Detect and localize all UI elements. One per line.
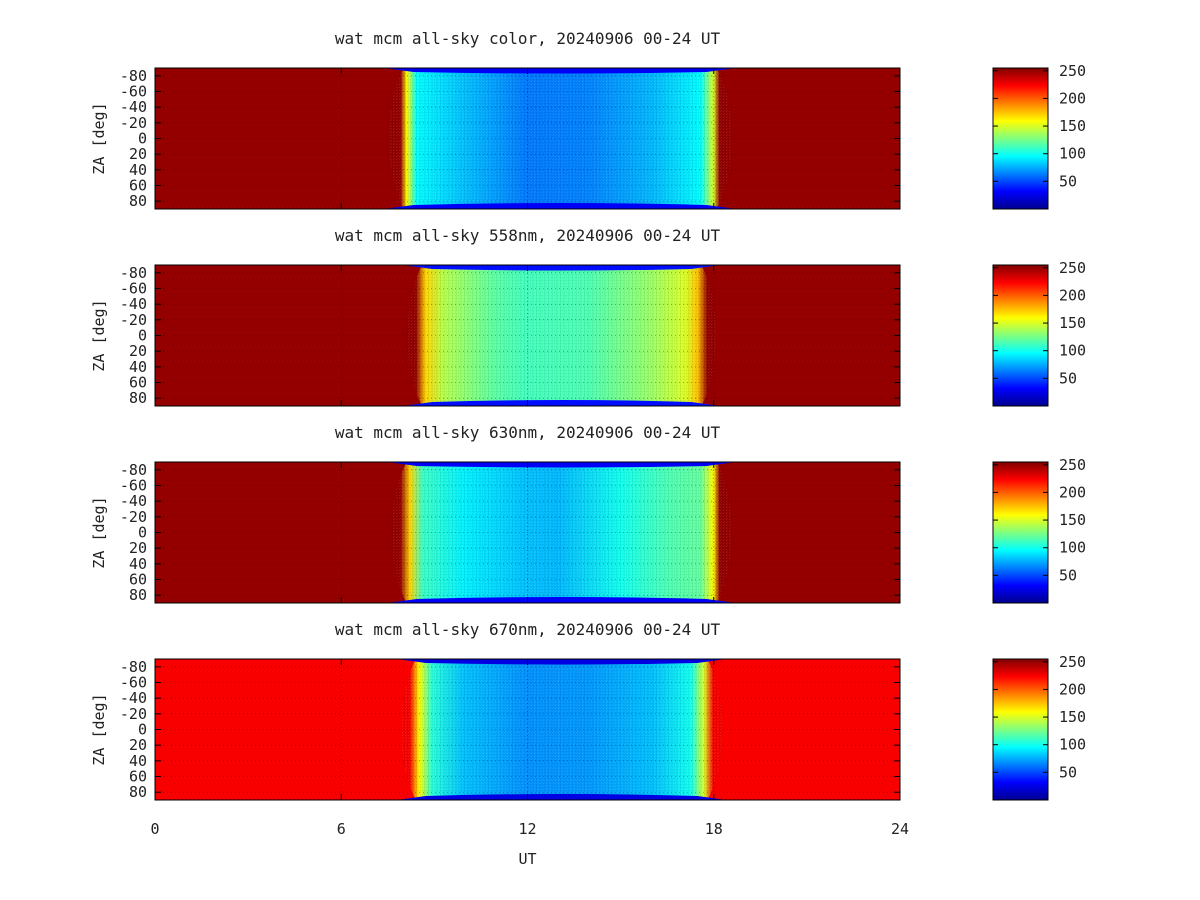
colorbar-tick-label: 200: [1059, 483, 1086, 501]
y-tick-label: -60: [120, 280, 147, 298]
y-tick-label: 60: [129, 177, 147, 195]
colorbar-tick-label: 100: [1059, 736, 1086, 754]
colorbar-tick-label: 250: [1059, 259, 1086, 277]
y-tick-label: 40: [129, 555, 147, 573]
y-axis-label: ZA [deg]: [90, 496, 108, 568]
panel-4: wat mcm all-sky 670nm, 20240906 00-24 UT…: [90, 620, 1086, 868]
y-tick-label: 60: [129, 571, 147, 589]
y-tick-label: -40: [120, 98, 147, 116]
y-tick-label: -60: [120, 477, 147, 495]
colorbar-tick-label: 200: [1059, 680, 1086, 698]
horizon-band-top: [396, 659, 727, 665]
colorbar-tick-label: 250: [1059, 653, 1086, 671]
colorbar-tick-label: 50: [1059, 172, 1077, 190]
x-axis-label: UT: [518, 850, 536, 868]
gridlines: [155, 265, 900, 406]
x-tick-label: 6: [337, 820, 346, 838]
y-tick-label: -80: [120, 67, 147, 85]
x-tick-label: 12: [518, 820, 536, 838]
y-tick-label: -40: [120, 295, 147, 313]
panel-title: wat mcm all-sky color, 20240906 00-24 UT: [335, 29, 721, 48]
x-tick-label: 24: [891, 820, 909, 838]
horizon-band-bottom: [403, 400, 721, 406]
gridlines: [155, 462, 900, 603]
y-tick-label: -80: [120, 461, 147, 479]
gridlines: [155, 659, 900, 800]
colorbar-tick-label: 50: [1059, 763, 1077, 781]
y-tick-label: -60: [120, 674, 147, 692]
y-tick-label: 80: [129, 389, 147, 407]
x-tick-label: 0: [150, 820, 159, 838]
noise-texture: [388, 68, 732, 209]
y-tick-label: 40: [129, 752, 147, 770]
colorbar-tick-label: 250: [1059, 62, 1086, 80]
y-tick-label: 40: [129, 358, 147, 376]
y-tick-label: -80: [120, 264, 147, 282]
y-tick-label: 20: [129, 342, 147, 360]
y-tick-label: 0: [138, 327, 147, 345]
y-axis-label: ZA [deg]: [90, 693, 108, 765]
y-tick-label: 0: [138, 130, 147, 148]
horizon-band-top: [384, 68, 736, 74]
y-tick-label: -20: [120, 114, 147, 132]
y-tick-label: 0: [138, 524, 147, 542]
y-tick-label: 20: [129, 145, 147, 163]
horizon-band-top: [387, 462, 736, 468]
noise-texture: [407, 265, 717, 406]
panel-title: wat mcm all-sky 670nm, 20240906 00-24 UT: [335, 620, 721, 639]
y-tick-label: -20: [120, 311, 147, 329]
colorbar-tick-label: 100: [1059, 539, 1086, 557]
y-tick-label: 40: [129, 161, 147, 179]
colorbar-tick-label: 150: [1059, 708, 1086, 726]
colorbar-tick-label: 50: [1059, 369, 1077, 387]
horizon-band-bottom: [387, 597, 736, 603]
y-tick-label: -40: [120, 492, 147, 510]
y-tick-label: 60: [129, 374, 147, 392]
panel-1: wat mcm all-sky color, 20240906 00-24 UT…: [90, 29, 1086, 210]
colorbar: [992, 461, 1049, 604]
noise-texture: [400, 659, 723, 800]
y-tick-label: 80: [129, 192, 147, 210]
y-tick-label: 60: [129, 768, 147, 786]
y-tick-label: -20: [120, 508, 147, 526]
horizon-band-bottom: [396, 794, 727, 800]
colorbar-tick-label: 100: [1059, 145, 1086, 163]
colorbar-tick-label: 100: [1059, 342, 1086, 360]
colorbar-tick-label: 200: [1059, 89, 1086, 107]
horizon-band-bottom: [384, 203, 736, 209]
y-tick-label: 20: [129, 736, 147, 754]
colorbar-tick-label: 150: [1059, 314, 1086, 332]
colorbar-tick-label: 50: [1059, 566, 1077, 584]
y-tick-label: -20: [120, 705, 147, 723]
y-tick-label: 80: [129, 783, 147, 801]
panel-title: wat mcm all-sky 630nm, 20240906 00-24 UT: [335, 423, 721, 442]
y-tick-label: 20: [129, 539, 147, 557]
y-axis-label: ZA [deg]: [90, 102, 108, 174]
colorbar-tick-label: 150: [1059, 117, 1086, 135]
colorbar: [992, 658, 1049, 801]
noise-texture: [391, 462, 732, 603]
y-tick-label: -80: [120, 658, 147, 676]
colorbar-tick-label: 150: [1059, 511, 1086, 529]
panel-2: wat mcm all-sky 558nm, 20240906 00-24 UT…: [90, 226, 1086, 407]
y-tick-label: -60: [120, 83, 147, 101]
colorbar-tick-label: 250: [1059, 456, 1086, 474]
colorbar: [992, 67, 1049, 210]
y-tick-label: 0: [138, 721, 147, 739]
panel-title: wat mcm all-sky 558nm, 20240906 00-24 UT: [335, 226, 721, 245]
colorbar-tick-label: 200: [1059, 286, 1086, 304]
colorbar: [992, 264, 1049, 407]
panel-3: wat mcm all-sky 630nm, 20240906 00-24 UT…: [90, 423, 1086, 604]
x-tick-label: 18: [705, 820, 723, 838]
y-tick-label: 80: [129, 586, 147, 604]
horizon-band-top: [403, 265, 721, 271]
gridlines: [155, 68, 900, 209]
y-axis-label: ZA [deg]: [90, 299, 108, 371]
y-tick-label: -40: [120, 689, 147, 707]
